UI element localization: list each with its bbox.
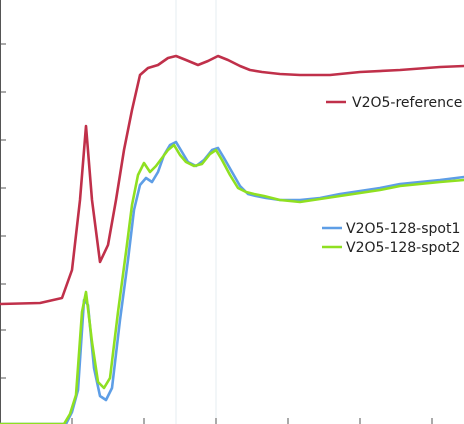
y-ticks — [0, 43, 6, 379]
gridlines — [175, 0, 217, 424]
legend: V2O5-reference V2O5-128-spot1 V2O5-128-s… — [322, 95, 462, 256]
legend-label-spot1: V2O5-128-spot1 — [346, 221, 460, 237]
series-lines — [0, 54, 464, 424]
series-line-reference — [0, 54, 464, 306]
legend-label-spot2: V2O5-128-spot2 — [346, 240, 460, 256]
series-line-spot2 — [0, 143, 464, 424]
legend-label-reference: V2O5-reference — [352, 95, 462, 111]
x-ticks — [71, 418, 433, 424]
series-line-spot1 — [0, 140, 464, 424]
